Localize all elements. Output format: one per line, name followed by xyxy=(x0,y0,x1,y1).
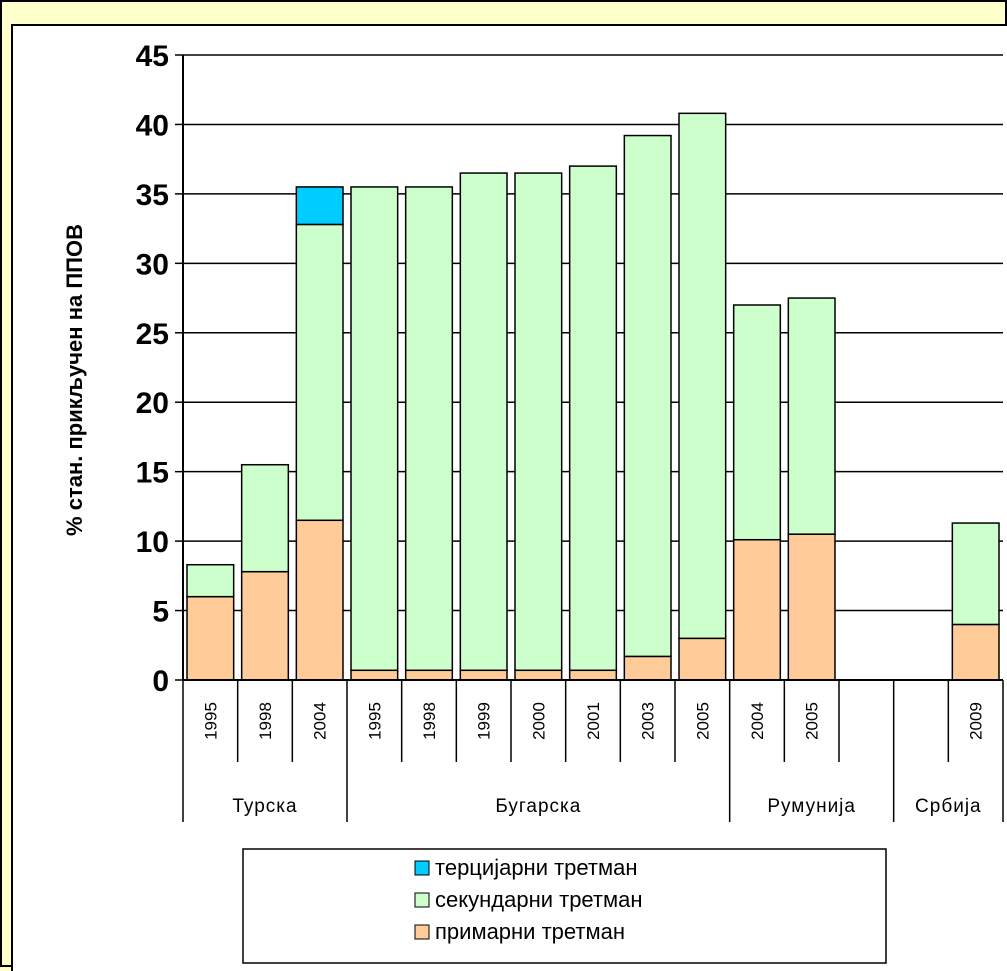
bar-segment xyxy=(568,165,618,672)
y-tick-label: 20 xyxy=(136,387,169,420)
y-tick-label: 0 xyxy=(152,665,169,698)
x-tick-label: 2004 xyxy=(748,702,767,740)
y-tick-label: 15 xyxy=(136,457,169,490)
bar-segment xyxy=(623,134,672,658)
legend-label: терцијарни третман xyxy=(435,855,638,880)
bar-segment xyxy=(514,172,563,672)
group-label: Србија xyxy=(915,796,982,817)
legend-box xyxy=(242,848,887,964)
bar-segment xyxy=(295,519,344,681)
y-tick-label: 25 xyxy=(136,318,169,351)
bar-segment xyxy=(240,463,290,573)
bar-segment xyxy=(623,655,672,681)
x-tick-label: 1998 xyxy=(420,702,439,740)
bar-segment xyxy=(404,186,454,672)
legend: терцијарни третман секундарни третман прим… xyxy=(242,848,887,964)
y-tick-label: 5 xyxy=(152,596,169,629)
bar-segment xyxy=(732,304,782,541)
y-axis-ticks: 0 5 10 15 20 25 30 35 40 45 xyxy=(136,40,183,698)
x-tick-label: 2009 xyxy=(967,702,986,740)
x-tick-label: 2005 xyxy=(693,702,712,740)
bar-segment xyxy=(732,538,782,681)
bar-segment xyxy=(350,186,399,672)
legend-swatch xyxy=(414,924,430,940)
legend-swatch xyxy=(414,892,430,908)
x-tick-label: 2004 xyxy=(311,702,330,740)
y-axis-label: % стан. прикључен на ППОВ xyxy=(62,224,87,536)
bars xyxy=(186,112,1000,681)
group-label: Румунија xyxy=(767,796,856,817)
group-label: Турска xyxy=(232,796,297,817)
bar-segment xyxy=(295,223,344,522)
legend-swatch xyxy=(414,860,430,876)
bar-segment xyxy=(186,563,235,598)
x-tick-label: 1995 xyxy=(201,702,220,740)
y-tick-label: 45 xyxy=(136,40,169,73)
x-tick-label: 1999 xyxy=(475,702,494,740)
legend-label: секундарни третман xyxy=(435,887,643,912)
group-label: Бугарска xyxy=(495,796,581,817)
bar-segment xyxy=(951,623,1000,681)
bar-segment xyxy=(295,186,344,226)
bar-segment xyxy=(240,570,290,681)
y-tick-label: 35 xyxy=(136,179,169,212)
bar-segment xyxy=(951,522,1000,626)
chart-area xyxy=(11,24,1007,971)
bar-segment xyxy=(568,669,618,681)
bar-segment xyxy=(678,637,727,681)
bar-segment xyxy=(404,669,454,681)
x-tick-label: 2000 xyxy=(529,702,548,740)
bar-segment xyxy=(459,669,508,681)
bar-segment xyxy=(186,595,235,681)
bar-segment xyxy=(787,297,836,535)
bar-segment xyxy=(459,172,508,672)
x-tick-label: 1995 xyxy=(365,702,384,740)
legend-label: примарни третман xyxy=(435,919,625,944)
bar-segment xyxy=(787,533,836,681)
x-axis: 1995 1998 2004 1995 1998 1999 2000 2001 2003 2005… xyxy=(182,55,1004,822)
bar-segment xyxy=(350,669,399,681)
x-tick-label: 2003 xyxy=(639,702,658,740)
bar-segment xyxy=(678,112,727,640)
y-tick-label: 30 xyxy=(136,248,169,281)
y-tick-label: 40 xyxy=(136,109,169,142)
x-tick-label: 1998 xyxy=(256,702,275,740)
x-tick-label: 2005 xyxy=(803,702,822,740)
y-tick-label: 10 xyxy=(136,526,169,559)
x-tick-label: 2001 xyxy=(584,702,603,740)
bar-segment xyxy=(514,669,563,681)
